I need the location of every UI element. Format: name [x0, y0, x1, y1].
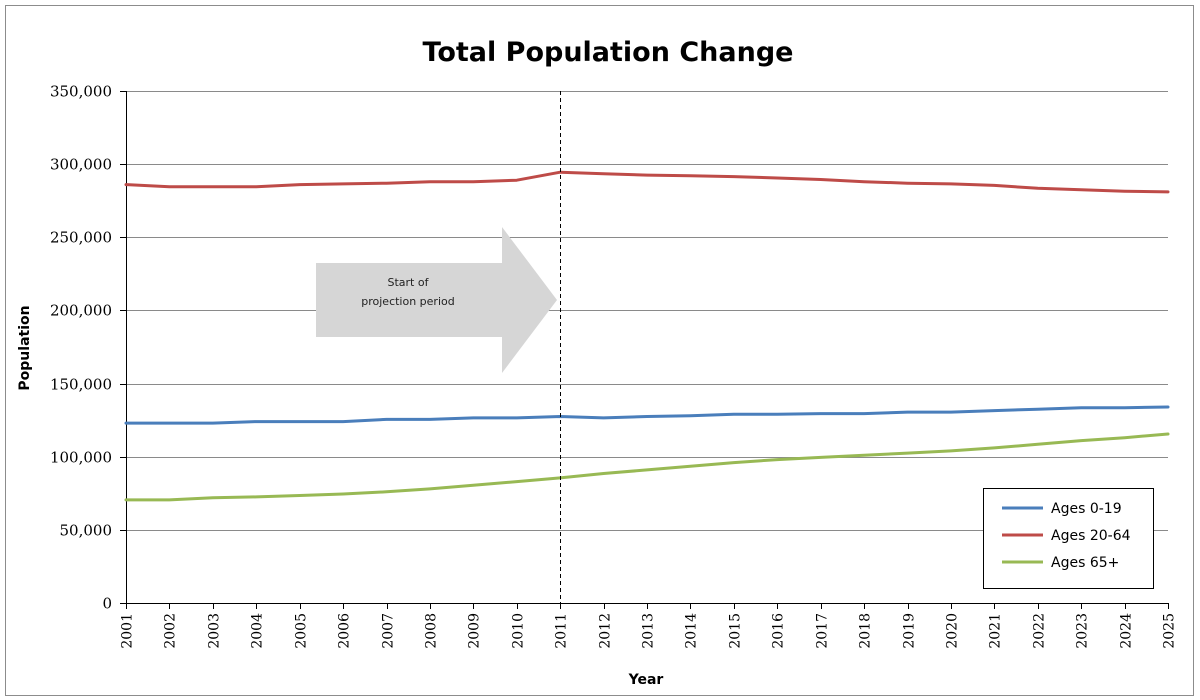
x-tick-label: 2017 — [815, 613, 831, 649]
x-tick-label: 2024 — [1119, 613, 1135, 649]
x-tick-label: 2011 — [554, 613, 570, 649]
x-tick-label: 2023 — [1075, 613, 1091, 649]
x-tick-label: 2001 — [120, 613, 136, 649]
x-tick-label: 2007 — [381, 613, 397, 649]
y-tick-label: 300,000 — [50, 156, 112, 174]
x-tick-label: 2005 — [294, 613, 310, 649]
x-tick-label: 2004 — [250, 613, 266, 649]
x-tick-label: 2008 — [424, 613, 440, 649]
chart-border — [5, 5, 1194, 696]
x-tick-label: 2025 — [1162, 613, 1178, 649]
y-tick-label: 200,000 — [50, 302, 112, 320]
x-tick-label: 2003 — [207, 613, 223, 649]
series-line-ages-65 — [124, 432, 1170, 502]
x-tick-label: 2020 — [945, 613, 961, 649]
x-tick-label: 2009 — [467, 613, 483, 649]
x-tick-label: 2006 — [337, 613, 353, 649]
x-tick-label: 2012 — [598, 613, 614, 649]
x-tick-label: 2021 — [988, 613, 1004, 649]
gridlines — [120, 91, 1168, 604]
y-axis-title: Population — [17, 305, 33, 390]
legend-label-ages-65: Ages 65+ — [1051, 555, 1119, 571]
x-axis-title: Year — [628, 672, 664, 688]
x-tick-label: 2015 — [728, 613, 744, 649]
y-tick-label: 250,000 — [50, 229, 112, 247]
x-tick-labels: 2001 2002 2003 2004 2005 2006 2007 2008 2009 2010… — [120, 603, 1178, 649]
projection-annotation: Start of projection period — [316, 227, 557, 373]
projection-arrow — [316, 227, 557, 373]
x-tick-label: 2019 — [902, 613, 918, 649]
legend: Ages 0-19 Ages 20-64 Ages 65+ — [983, 488, 1154, 589]
series-line-ages-20-64 — [124, 170, 1170, 194]
x-tick-label: 2013 — [641, 613, 657, 649]
x-tick-label: 2016 — [771, 613, 787, 649]
x-tick-label: 2022 — [1032, 613, 1048, 649]
y-tick-label: 0 — [102, 595, 112, 613]
series-line-ages-0-19 — [124, 405, 1170, 425]
series-lines — [124, 170, 1170, 502]
legend-label-ages-20-64: Ages 20-64 — [1051, 528, 1131, 544]
arrow-label-line1: Start of — [388, 276, 430, 289]
x-tick-label: 2014 — [684, 613, 700, 649]
y-tick-labels: 0 50,000 100,000 150,000 200,000 250,000 300,0… — [50, 83, 112, 613]
x-tick-label: 2010 — [511, 613, 527, 649]
y-tick-label: 100,000 — [50, 449, 112, 467]
chart-title: Total Population Change — [423, 37, 794, 68]
legend-box — [983, 488, 1154, 589]
x-tick-label: 2018 — [858, 613, 874, 649]
y-tick-label: 350,000 — [50, 83, 112, 101]
x-tick-label: 2002 — [163, 613, 179, 649]
arrow-label-line2: projection period — [361, 295, 454, 308]
y-tick-label: 50,000 — [60, 522, 113, 540]
y-tick-label: 150,000 — [50, 376, 112, 394]
legend-label-ages-0-19: Ages 0-19 — [1051, 501, 1122, 517]
